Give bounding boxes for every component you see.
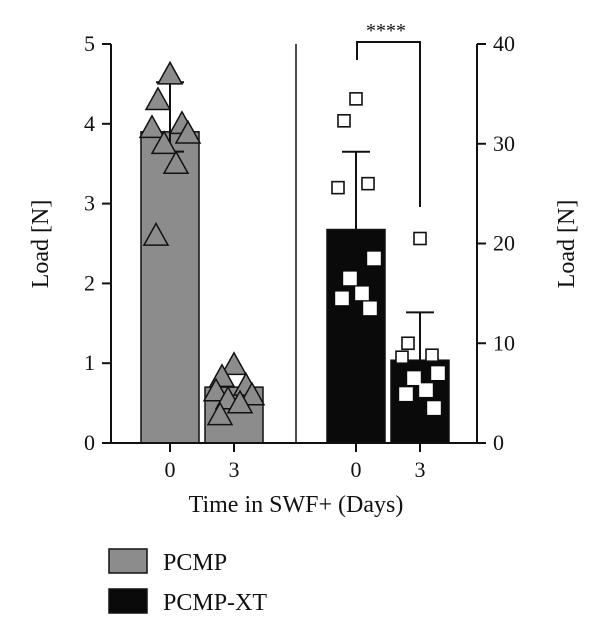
point-square [349,92,363,106]
point-square [337,114,351,128]
point-square [431,366,445,380]
legend-item-pcmp-xt: PCMP-XT [108,588,267,616]
y-right-tick-label: 0 [493,430,504,455]
x-tick-label: 0 [165,457,176,482]
point-square [425,348,439,363]
point-square [363,301,377,316]
point-square [367,251,381,266]
y-left-tick-label: 1 [84,350,95,375]
legend-item-pcmp: PCMP [108,548,227,576]
point-triangle [238,381,266,406]
y-axis-title-right: Load [N] [554,200,580,289]
significance-bracket [356,41,421,207]
legend-swatch-pcmp [108,548,148,574]
legend: PCMP PCMP-XT [108,548,267,616]
point-square [399,387,413,401]
point-square [413,231,427,246]
point-square [427,401,441,415]
point-triangle [150,130,178,155]
significance-label: **** [366,20,406,42]
points-layer [138,60,445,426]
bar-pcmp-0 [140,131,200,444]
point-square [407,371,421,385]
point-square [419,383,433,397]
point-square [343,271,357,286]
y-left-tick-label: 0 [84,430,95,455]
point-square [355,286,369,301]
y-left-tick-label: 4 [84,111,95,136]
legend-label-pcmp-xt: PCMP-XT [163,590,267,616]
point-square [401,336,415,351]
point-square [335,291,349,306]
point-triangle [138,114,166,139]
y-right-tick-label: 40 [493,31,515,56]
x-axis-title: Time in SWF+ (Days) [189,492,404,518]
point-triangle [144,86,172,111]
point-triangle [162,150,190,175]
y-axis-title-left: Load [N] [28,200,54,289]
point-triangle [202,377,230,402]
x-tick-label: 3 [229,457,240,482]
point-triangle [174,119,202,144]
point-square [331,180,345,195]
legend-swatch-pcmp-xt [108,588,148,614]
y-right-tick-label: 20 [493,231,515,256]
significance-annotation: **** [356,20,421,207]
y-left-tick-label: 3 [84,191,95,216]
point-triangle [220,351,248,376]
x-tick-label: 0 [351,457,362,482]
point-triangle [156,60,184,85]
x-tick-label: 3 [415,457,426,482]
point-triangle [206,401,234,426]
legend-label-pcmp: PCMP [163,550,227,576]
point-square [361,176,375,191]
point-triangle [142,221,170,246]
point-square [395,350,409,365]
point-triangle [226,389,254,414]
y-right-tick-label: 10 [493,330,515,355]
y-left-tick-label: 5 [84,31,95,56]
y-right-tick-label: 30 [493,131,515,156]
y-left-tick-label: 2 [84,270,95,295]
